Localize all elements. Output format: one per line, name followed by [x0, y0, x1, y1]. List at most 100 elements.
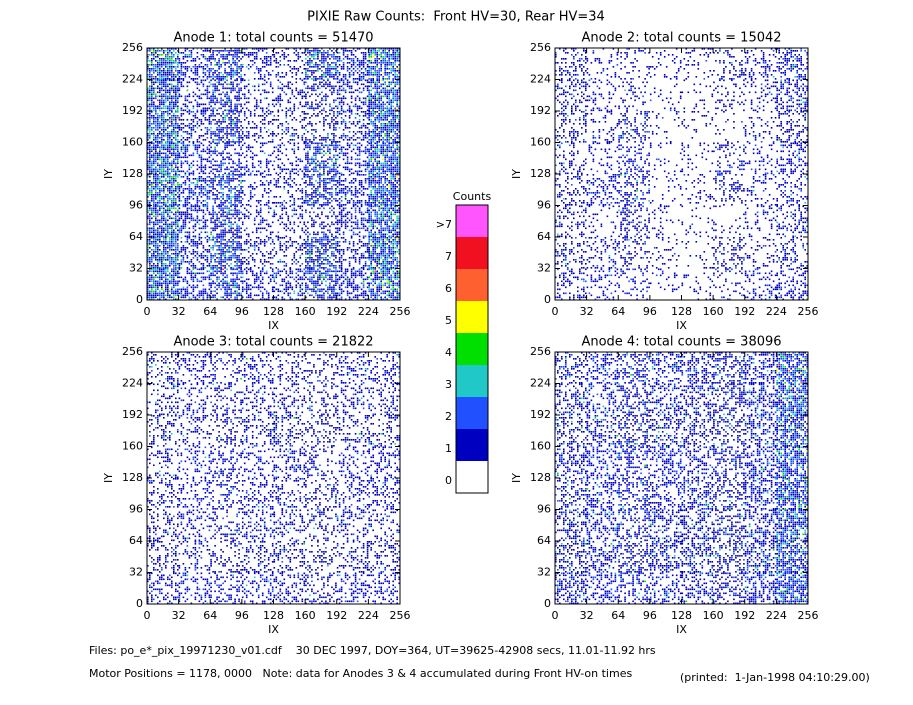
dots — [681, 541, 714, 573]
dots — [744, 270, 777, 301]
heat-cell — [147, 383, 179, 416]
dots — [563, 198, 565, 200]
dots — [618, 268, 650, 301]
dots — [180, 446, 211, 475]
dots — [665, 446, 668, 449]
heat-cell — [273, 446, 306, 479]
dots — [186, 107, 195, 110]
dots — [241, 352, 274, 384]
dots — [309, 405, 311, 408]
heat-cell — [681, 446, 714, 479]
heat-cell — [305, 572, 337, 605]
heat-cell — [649, 383, 682, 416]
dots — [178, 111, 211, 143]
dots — [778, 139, 780, 141]
y-tick-label: 224 — [122, 73, 143, 86]
heat-cell — [649, 541, 682, 573]
heat-cell — [649, 174, 682, 206]
dots — [697, 498, 708, 504]
heat-cell — [368, 205, 400, 238]
dots — [555, 385, 585, 414]
x-tick-label: 224 — [766, 609, 787, 622]
dots — [588, 174, 619, 206]
colorbar-label: 1 — [445, 442, 452, 455]
dots — [780, 521, 782, 524]
heat-cell — [147, 142, 179, 175]
heat-cell — [305, 205, 337, 238]
heat-cell — [241, 237, 274, 269]
x-tick-label: 96 — [643, 305, 657, 318]
heat-cell — [586, 268, 619, 301]
dots — [368, 142, 400, 175]
dots — [653, 446, 682, 479]
dots — [338, 484, 361, 510]
dots — [210, 111, 242, 143]
dots — [241, 111, 274, 143]
dots — [804, 115, 806, 117]
dots — [744, 415, 775, 447]
dots — [713, 478, 745, 508]
dots — [396, 352, 400, 378]
colorbar-box — [456, 397, 488, 429]
dots — [586, 383, 619, 416]
heat-cell — [178, 509, 211, 542]
dots — [608, 255, 611, 257]
dots — [210, 237, 242, 269]
dots — [586, 541, 619, 573]
dots — [147, 205, 179, 238]
heat-cell — [210, 478, 242, 510]
dots — [713, 142, 745, 175]
y-tick-label: 160 — [122, 136, 143, 149]
dots — [741, 515, 743, 518]
dots — [245, 247, 256, 251]
x-tick-label: 96 — [643, 609, 657, 622]
dots — [305, 268, 337, 301]
dots — [707, 504, 710, 506]
dots — [368, 111, 400, 143]
heat-cell — [305, 79, 337, 112]
heat-cell — [744, 415, 777, 447]
dots — [776, 478, 808, 508]
dots — [567, 115, 569, 117]
dots — [776, 205, 808, 238]
dots — [778, 268, 808, 299]
dots — [167, 531, 169, 534]
heat-cell — [273, 352, 306, 384]
heat-cell — [368, 415, 400, 447]
dots — [147, 142, 179, 175]
heat-cell — [681, 205, 714, 238]
heat-cell — [776, 572, 808, 605]
heat-cell — [273, 174, 306, 206]
dots — [649, 237, 680, 269]
heat-cell — [336, 174, 369, 206]
y-tick-label: 224 — [122, 377, 143, 390]
x-tick-label: 160 — [295, 609, 316, 622]
dots — [178, 48, 211, 80]
heat-cell — [210, 142, 242, 175]
dots — [776, 48, 808, 80]
dots — [713, 415, 745, 447]
heat-cell — [713, 572, 745, 605]
heat-cell — [241, 111, 274, 143]
heat-cell — [273, 48, 306, 80]
heat-cell — [336, 111, 369, 143]
y-tick-label: 224 — [530, 377, 551, 390]
dots — [669, 555, 672, 557]
dots — [307, 113, 337, 143]
dots — [713, 478, 745, 510]
dots — [228, 531, 238, 536]
x-tick-label: 192 — [734, 305, 755, 318]
x-tick-label: 160 — [703, 305, 724, 318]
heat-cell — [618, 111, 650, 143]
dots — [147, 239, 177, 269]
dots — [776, 358, 804, 374]
dots — [746, 268, 773, 301]
heat-cell — [178, 205, 211, 238]
dots — [273, 572, 306, 605]
colorbar-label: 3 — [445, 378, 452, 391]
dots — [583, 280, 585, 283]
dots — [713, 446, 745, 479]
dots — [336, 174, 369, 206]
heat-cell — [368, 174, 400, 206]
colorbar-label: 7 — [445, 250, 452, 263]
